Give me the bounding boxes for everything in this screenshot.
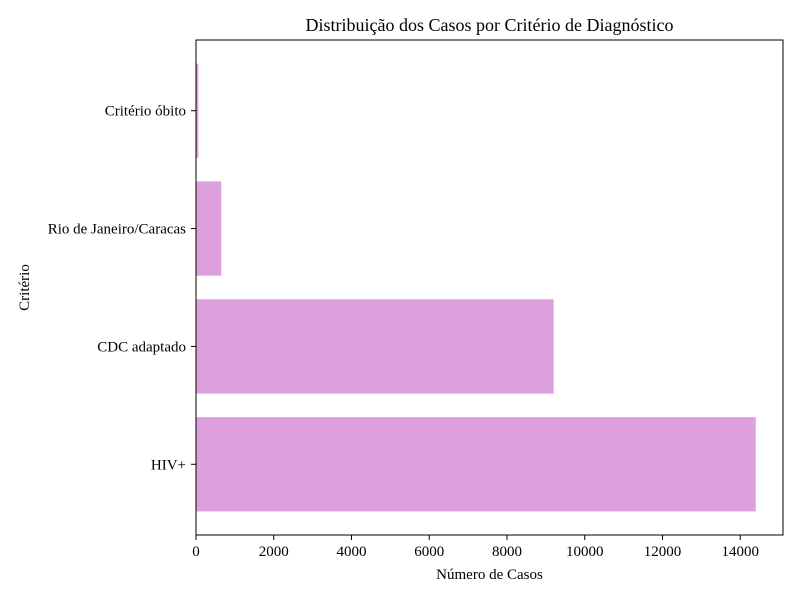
y-axis-ticks: HIV+ CDC adaptado Rio de Janeiro/Caracas Cr…: [48, 104, 196, 473]
x-axis-label: Número de Casos: [436, 567, 543, 583]
x-tick-label: 4000: [336, 544, 366, 560]
x-tick-label: 14000: [721, 544, 759, 560]
y-axis-label: Critério: [17, 264, 33, 311]
y-tick-label: HIV+: [151, 457, 186, 473]
bar-1: [196, 299, 554, 394]
plot-frame: [195, 39, 784, 536]
bar-3: [196, 63, 199, 158]
x-tick-label: 10000: [566, 544, 604, 560]
y-tick-label: CDC adaptado: [97, 339, 186, 355]
x-tick-label: 2000: [259, 544, 289, 560]
x-tick-label: 6000: [414, 544, 444, 560]
y-tick-label: Rio de Janeiro/Caracas: [48, 222, 186, 238]
x-axis-ticks: 0 2000 4000 6000 8000 10000 12000 14000: [192, 535, 759, 560]
y-tick-label: Critério óbito: [105, 104, 186, 120]
chart-title: Distribuição dos Casos por Critério de D…: [306, 15, 674, 35]
x-tick-label: 8000: [492, 544, 522, 560]
bar-2: [196, 181, 222, 276]
bars-group: [196, 63, 756, 512]
x-tick-label: 0: [192, 544, 200, 560]
bar-0: [196, 417, 756, 512]
x-tick-label: 12000: [644, 544, 682, 560]
